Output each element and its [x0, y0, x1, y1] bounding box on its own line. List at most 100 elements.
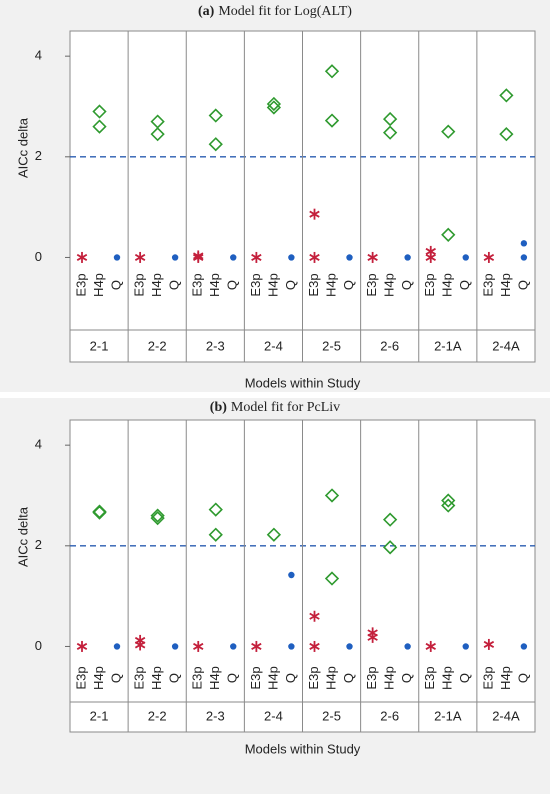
asterisk-marker [193, 640, 204, 652]
model-label: Q [457, 280, 472, 290]
group-label: 2-5 [322, 708, 341, 723]
chart-title: (b) Model fit for PcLiv [210, 400, 340, 415]
model-label: E3p [422, 273, 437, 296]
circle-marker [288, 643, 295, 650]
y-tick-label: 2 [35, 148, 42, 163]
chart-title: (a) Model fit for Log(ALT) [198, 4, 352, 19]
asterisk-stroke [425, 253, 436, 261]
model-label: H4p [498, 666, 513, 690]
model-label: Q [225, 673, 240, 683]
model-label: E3p [73, 666, 88, 689]
model-label: H4p [265, 666, 280, 690]
asterisk-stroke [425, 642, 436, 650]
asterisk-marker [134, 634, 146, 646]
circle-marker [462, 643, 469, 650]
circle-marker [520, 240, 528, 247]
diamond-marker [266, 100, 282, 115]
asterisk-stroke [483, 253, 495, 261]
model-label: E3p [248, 273, 263, 296]
group-label: 2-3 [206, 338, 225, 353]
model-label: H4p [149, 666, 164, 690]
circle-marker [113, 254, 121, 261]
circle-marker [520, 254, 528, 261]
asterisk-marker [76, 640, 88, 652]
model-label: E3p [132, 666, 147, 689]
group-label: 2-3 [206, 708, 225, 723]
asterisk-stroke [193, 642, 204, 650]
asterisk-marker [251, 640, 262, 652]
model-label: E3p [73, 273, 88, 296]
asterisk-marker [309, 251, 320, 263]
circle-marker [171, 643, 179, 650]
group-label: 2-4 [264, 338, 283, 353]
model-label: H4p [91, 666, 106, 690]
title-text: Model fit for PcLiv [231, 400, 340, 415]
diamond-marker [382, 512, 398, 527]
group-label: 2-1A [434, 338, 462, 353]
model-label: H4p [382, 666, 397, 690]
asterisk-marker [309, 610, 320, 622]
y-axis-label: AICc delta [15, 117, 30, 178]
x-axis-label: Models within Study [245, 741, 361, 756]
model-label: Q [399, 280, 414, 290]
asterisk-stroke [483, 640, 495, 648]
group-label: 2-1A [434, 708, 462, 723]
circle-marker [171, 254, 179, 261]
group-label: 2-2 [148, 708, 167, 723]
asterisk-stroke [309, 642, 320, 650]
diamond-marker [208, 527, 223, 542]
diamond-marker [324, 113, 340, 128]
asterisk-stroke [367, 253, 378, 261]
diamond-marker [382, 125, 398, 140]
model-label: E3p [306, 666, 321, 689]
diamond-marker [266, 527, 282, 542]
asterisk-marker [76, 251, 88, 263]
y-axis-label: AICc delta [15, 506, 30, 567]
circle-marker [346, 643, 353, 650]
diamond-marker [150, 510, 165, 526]
circle-marker [288, 254, 295, 261]
asterisk-stroke [76, 253, 88, 261]
group-label: 2-6 [380, 338, 399, 353]
model-label: Q [108, 673, 123, 683]
asterisk-marker [367, 627, 378, 639]
asterisk-marker [367, 251, 378, 263]
asterisk-marker [251, 251, 262, 263]
asterisk-marker [483, 251, 495, 263]
asterisk-marker [309, 208, 320, 220]
model-label: E3p [422, 666, 437, 689]
asterisk-marker [134, 251, 146, 263]
diamond-marker [208, 108, 223, 123]
y-tick-label: 0 [35, 249, 42, 264]
circle-marker [230, 643, 237, 650]
diamond-marker [441, 124, 456, 139]
circle-marker [462, 254, 469, 261]
diamond-marker [208, 502, 223, 517]
diamond-marker [150, 127, 165, 142]
model-label: Q [283, 673, 298, 683]
model-label: H4p [207, 666, 222, 690]
asterisk-stroke [251, 642, 262, 650]
panel-label: (b) [210, 400, 227, 415]
model-label: E3p [480, 273, 495, 296]
model-label: H4p [207, 273, 222, 297]
model-label: Q [225, 280, 240, 290]
diamond-marker [441, 227, 456, 242]
model-label: E3p [190, 273, 205, 296]
y-tick-label: 2 [35, 537, 42, 552]
asterisk-stroke [134, 636, 146, 644]
circle-marker [288, 571, 295, 579]
model-label: Q [283, 280, 298, 290]
group-label: 2-1 [90, 338, 109, 353]
circle-marker [346, 254, 353, 261]
model-label: Q [457, 673, 472, 683]
diamond-marker [208, 137, 223, 152]
asterisk-stroke [309, 253, 320, 261]
asterisk-stroke [367, 629, 378, 637]
model-label: Q [399, 673, 414, 683]
circle-marker [404, 254, 411, 261]
circle-marker [230, 254, 237, 261]
asterisk-stroke [193, 252, 204, 260]
model-label: E3p [364, 666, 379, 689]
y-tick-label: 4 [35, 48, 42, 63]
